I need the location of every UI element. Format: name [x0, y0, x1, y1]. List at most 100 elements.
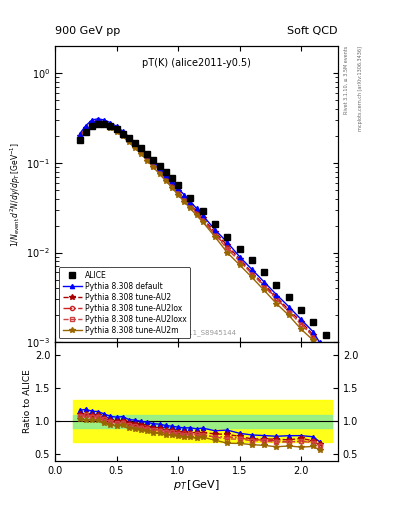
Pythia 8.308 tune-AU2lox: [188, 203, 193, 209]
ALICE: [151, 157, 156, 163]
Line: Pythia 8.308 tune-AU2lox: Pythia 8.308 tune-AU2lox: [77, 119, 321, 348]
Pythia 8.308 tune-AU2: [213, 229, 217, 235]
ALICE: [120, 131, 125, 137]
Text: Soft QCD: Soft QCD: [288, 26, 338, 36]
Pythia 8.308 tune-AU2: [274, 294, 279, 300]
Pythia 8.308 tune-AU2lox: [262, 283, 266, 289]
Text: mcplots.cern.ch [arXiv:1306.3436]: mcplots.cern.ch [arXiv:1306.3436]: [358, 46, 363, 131]
Pythia 8.308 default: [108, 120, 113, 126]
ALICE: [127, 135, 131, 141]
Pythia 8.308 tune-AU2: [83, 125, 88, 131]
Pythia 8.308 tune-AU2: [132, 142, 137, 148]
Pythia 8.308 tune-AU2: [250, 269, 254, 275]
Pythia 8.308 tune-AU2m: [262, 287, 266, 293]
ALICE: [323, 332, 328, 338]
Pythia 8.308 tune-AU2: [262, 282, 266, 288]
Line: Pythia 8.308 default: Pythia 8.308 default: [77, 117, 321, 345]
Pythia 8.308 tune-AU2loxx: [157, 169, 162, 175]
ALICE: [286, 294, 291, 300]
ALICE: [157, 163, 162, 169]
Pythia 8.308 tune-AU2loxx: [176, 190, 180, 196]
Pythia 8.308 tune-AU2: [188, 202, 193, 208]
Pythia 8.308 tune-AU2: [96, 118, 101, 124]
Pythia 8.308 tune-AU2m: [96, 120, 101, 126]
Pythia 8.308 tune-AU2m: [120, 133, 125, 139]
Pythia 8.308 tune-AU2lox: [169, 182, 174, 188]
Pythia 8.308 tune-AU2loxx: [102, 120, 107, 126]
Pythia 8.308 tune-AU2lox: [157, 168, 162, 175]
Pythia 8.308 tune-AU2lox: [108, 122, 113, 129]
Pythia 8.308 tune-AU2loxx: [163, 176, 168, 182]
Pythia 8.308 default: [225, 239, 230, 245]
Line: ALICE: ALICE: [77, 121, 329, 338]
Pythia 8.308 tune-AU2: [225, 242, 230, 248]
Pythia 8.308 tune-AU2: [163, 174, 168, 180]
Pythia 8.308 default: [200, 212, 205, 219]
Text: pT(K) (alice2011-y0.5): pT(K) (alice2011-y0.5): [142, 58, 251, 68]
Pythia 8.308 default: [237, 253, 242, 260]
Pythia 8.308 tune-AU2loxx: [262, 283, 266, 289]
Text: ALICE_2011_S8945144: ALICE_2011_S8945144: [156, 330, 237, 336]
Pythia 8.308 tune-AU2: [145, 154, 150, 160]
ALICE: [188, 195, 193, 201]
Pythia 8.308 default: [299, 316, 303, 323]
Pythia 8.308 default: [127, 134, 131, 140]
Pythia 8.308 tune-AU2m: [194, 212, 199, 219]
Pythia 8.308 tune-AU2lox: [132, 143, 137, 149]
Pythia 8.308 tune-AU2lox: [182, 196, 187, 202]
Pythia 8.308 tune-AU2: [169, 181, 174, 187]
Pythia 8.308 tune-AU2m: [77, 136, 82, 142]
Pythia 8.308 tune-AU2m: [213, 233, 217, 240]
Pythia 8.308 default: [311, 329, 316, 335]
Pythia 8.308 tune-AU2lox: [250, 270, 254, 276]
ALICE: [176, 182, 180, 188]
Pythia 8.308 tune-AU2: [286, 307, 291, 313]
Pythia 8.308 tune-AU2m: [163, 178, 168, 184]
Pythia 8.308 default: [262, 279, 266, 285]
Pythia 8.308 tune-AU2m: [176, 192, 180, 198]
Pythia 8.308 tune-AU2lox: [102, 120, 107, 126]
Pythia 8.308 tune-AU2loxx: [83, 125, 88, 132]
Pythia 8.308 tune-AU2loxx: [311, 334, 316, 340]
Pythia 8.308 tune-AU2loxx: [139, 149, 143, 155]
Pythia 8.308 tune-AU2loxx: [96, 119, 101, 125]
Pythia 8.308 tune-AU2lox: [127, 137, 131, 143]
Pythia 8.308 tune-AU2m: [237, 262, 242, 268]
Pythia 8.308 tune-AU2m: [311, 337, 316, 344]
Pythia 8.308 default: [139, 145, 143, 152]
ALICE: [250, 257, 254, 263]
Pythia 8.308 tune-AU2: [182, 195, 187, 201]
X-axis label: $p_T\,[\mathrm{GeV}]$: $p_T\,[\mathrm{GeV}]$: [173, 478, 220, 493]
Pythia 8.308 tune-AU2loxx: [317, 344, 322, 350]
Pythia 8.308 tune-AU2lox: [200, 217, 205, 223]
Y-axis label: Ratio to ALICE: Ratio to ALICE: [23, 370, 32, 434]
Pythia 8.308 default: [132, 140, 137, 146]
Pythia 8.308 tune-AU2loxx: [274, 296, 279, 303]
Pythia 8.308 tune-AU2loxx: [90, 120, 94, 126]
Pythia 8.308 default: [120, 128, 125, 134]
Pythia 8.308 default: [317, 339, 322, 346]
Pythia 8.308 tune-AU2: [120, 131, 125, 137]
Pythia 8.308 tune-AU2: [299, 318, 303, 325]
Pythia 8.308 tune-AU2m: [182, 199, 187, 205]
Pythia 8.308 default: [151, 158, 156, 164]
ALICE: [262, 269, 266, 275]
Pythia 8.308 tune-AU2lox: [176, 189, 180, 196]
Pythia 8.308 tune-AU2lox: [77, 134, 82, 140]
Pythia 8.308 tune-AU2loxx: [200, 217, 205, 223]
Pythia 8.308 tune-AU2loxx: [237, 258, 242, 264]
Pythia 8.308 tune-AU2lox: [139, 149, 143, 155]
ALICE: [274, 282, 279, 288]
Pythia 8.308 tune-AU2m: [108, 124, 113, 131]
ALICE: [225, 233, 230, 240]
Pythia 8.308 tune-AU2loxx: [213, 231, 217, 238]
Pythia 8.308 default: [157, 165, 162, 171]
Pythia 8.308 tune-AU2: [176, 188, 180, 195]
Pythia 8.308 tune-AU2lox: [317, 343, 322, 349]
Text: Rivet 3.1.10, ≥ 3.5M events: Rivet 3.1.10, ≥ 3.5M events: [344, 46, 349, 114]
Pythia 8.308 tune-AU2lox: [83, 125, 88, 132]
Text: 900 GeV pp: 900 GeV pp: [55, 26, 120, 36]
Pythia 8.308 default: [169, 178, 174, 184]
Pythia 8.308 tune-AU2m: [200, 219, 205, 225]
Line: Pythia 8.308 tune-AU2loxx: Pythia 8.308 tune-AU2loxx: [77, 119, 321, 349]
